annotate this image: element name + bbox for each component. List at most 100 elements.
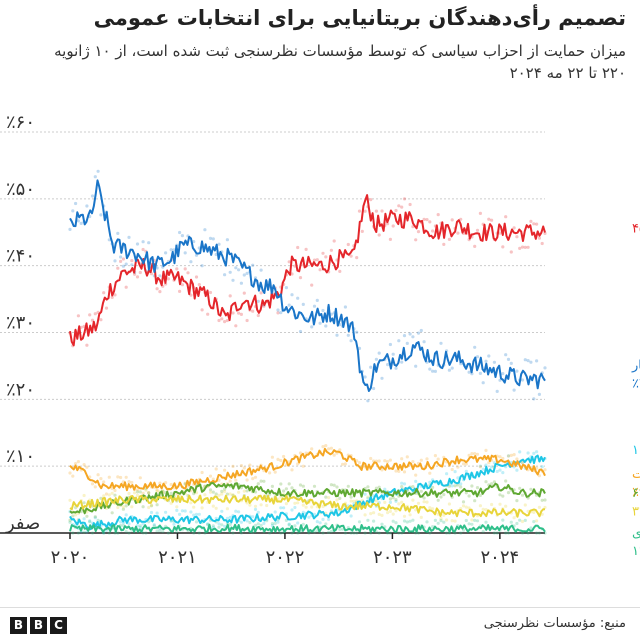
poll-dot-libdem bbox=[456, 465, 460, 469]
poll-dot-libdem bbox=[512, 453, 516, 457]
poll-dot-green bbox=[82, 501, 86, 505]
poll-dot-conservative bbox=[290, 293, 294, 297]
poll-dot-plaid bbox=[425, 520, 429, 524]
poll-dot-conservative bbox=[141, 240, 145, 244]
poll-dot-conservative bbox=[414, 364, 418, 368]
poll-dot-green bbox=[436, 498, 440, 502]
poll-dot-libdem bbox=[470, 452, 474, 456]
poll-dot-snp bbox=[422, 500, 426, 504]
poll-dot-libdem bbox=[147, 491, 151, 495]
poll-dot-green bbox=[431, 485, 435, 489]
poll-dot-green bbox=[543, 498, 547, 502]
poll-dot-conservative bbox=[422, 340, 426, 344]
poll-dot-reform bbox=[279, 506, 283, 510]
poll-dot-labour bbox=[363, 209, 367, 213]
poll-dot-labour bbox=[456, 231, 460, 235]
poll-dot-plaid bbox=[464, 518, 468, 523]
poll-dot-plaid bbox=[366, 518, 370, 522]
poll-dot-conservative bbox=[76, 219, 80, 223]
source-note: منبع: مؤسسات نظرسنجی bbox=[483, 616, 626, 631]
poll-dot-plaid bbox=[116, 531, 120, 535]
poll-dot-labour bbox=[391, 224, 395, 228]
poll-dot-reform bbox=[175, 508, 179, 512]
poll-dot-reform bbox=[327, 517, 331, 522]
poll-dot-green bbox=[394, 498, 398, 502]
poll-dot-green bbox=[121, 507, 125, 511]
poll-dot-libdem bbox=[301, 464, 305, 468]
poll-dot-snp bbox=[402, 514, 407, 518]
poll-dot-conservative bbox=[394, 366, 398, 370]
poll-dot-snp bbox=[388, 509, 392, 513]
trend-line-libdem bbox=[69, 447, 546, 492]
poll-dot-labour bbox=[518, 246, 522, 250]
poll-dot-green bbox=[467, 494, 471, 498]
poll-dot-conservative bbox=[388, 342, 392, 347]
poll-dot-labour bbox=[498, 231, 502, 235]
poll-dot-labour bbox=[239, 312, 243, 316]
poll-dot-labour bbox=[431, 229, 435, 233]
grid-layer bbox=[0, 131, 545, 534]
footer: B B C منبع: مؤسسات نظرسنجی bbox=[0, 607, 640, 640]
poll-dot-libdem bbox=[520, 461, 525, 465]
poll-chart: کارگر ٪۴۵ محافظه‌کار ٪۲۳ رفرم ٪۱۱ لیبرال‌دمو… bbox=[0, 112, 640, 568]
poll-dot-conservative bbox=[284, 286, 288, 290]
poll-dot-snp bbox=[265, 503, 269, 508]
poll-dot-conservative bbox=[93, 175, 97, 179]
poll-dot-libdem bbox=[96, 473, 100, 477]
poll-dot-conservative bbox=[203, 228, 207, 232]
poll-dot-conservative bbox=[380, 376, 384, 380]
poll-dot-labour bbox=[194, 275, 199, 279]
poll-dot-reform bbox=[223, 524, 227, 528]
y-tick-label: ٪۴۰ bbox=[6, 246, 35, 267]
poll-dot-libdem bbox=[74, 462, 78, 466]
poll-dot-plaid bbox=[343, 531, 347, 535]
poll-dot-labour bbox=[402, 197, 407, 201]
poll-dot-reform bbox=[445, 472, 449, 476]
poll-dot-labour bbox=[251, 309, 255, 313]
poll-dot-green bbox=[124, 504, 128, 508]
poll-dot-reform bbox=[217, 522, 221, 526]
poll-dot-green bbox=[220, 489, 224, 493]
poll-dot-conservative bbox=[419, 328, 423, 333]
poll-dot-labour bbox=[523, 245, 527, 249]
poll-dot-labour bbox=[276, 311, 280, 315]
poll-dot-green bbox=[287, 482, 291, 486]
poll-dot-snp bbox=[321, 504, 325, 509]
poll-dot-green bbox=[214, 492, 218, 496]
poll-dot-conservative bbox=[239, 281, 243, 285]
poll-dot-libdem bbox=[324, 444, 328, 448]
poll-dot-conservative bbox=[467, 370, 471, 374]
poll-dot-labour bbox=[338, 269, 342, 273]
poll-dot-plaid bbox=[324, 522, 328, 526]
poll-dot-libdem bbox=[270, 455, 274, 459]
x-tick-label: ۲۰۲۱ bbox=[158, 547, 197, 568]
poll-dot-labour bbox=[237, 311, 241, 315]
poll-dot-snp bbox=[217, 493, 221, 497]
poll-dot-snp bbox=[386, 510, 390, 515]
y-tick-label: ٪۲۰ bbox=[6, 379, 35, 400]
poll-dot-plaid bbox=[248, 520, 252, 525]
poll-dot-conservative bbox=[242, 273, 246, 277]
poll-dot-labour bbox=[501, 245, 505, 249]
poll-dot-snp bbox=[383, 500, 387, 504]
poll-dot-libdem bbox=[473, 452, 477, 456]
poll-dot-snp bbox=[189, 501, 193, 505]
poll-dot-conservative bbox=[346, 333, 350, 337]
poll-dot-green bbox=[504, 479, 508, 483]
poll-dot-snp bbox=[377, 512, 381, 517]
poll-dot-snp bbox=[439, 517, 443, 521]
poll-dot-plaid bbox=[416, 531, 421, 535]
trend-line-reform bbox=[69, 454, 546, 531]
poll-dot-snp bbox=[74, 513, 78, 517]
poll-dot-labour bbox=[509, 250, 513, 254]
poll-dot-labour bbox=[298, 276, 303, 280]
poll-dot-snp bbox=[447, 502, 451, 506]
trend-line-snp bbox=[69, 494, 546, 518]
poll-dot-conservative bbox=[411, 335, 415, 339]
poll-dot-reform bbox=[138, 526, 142, 530]
poll-dot-snp bbox=[200, 506, 204, 510]
poll-dot-snp bbox=[523, 503, 527, 507]
poll-dot-green bbox=[470, 484, 474, 488]
trend-line-conservative bbox=[69, 179, 546, 392]
poll-dot-plaid bbox=[68, 520, 72, 524]
